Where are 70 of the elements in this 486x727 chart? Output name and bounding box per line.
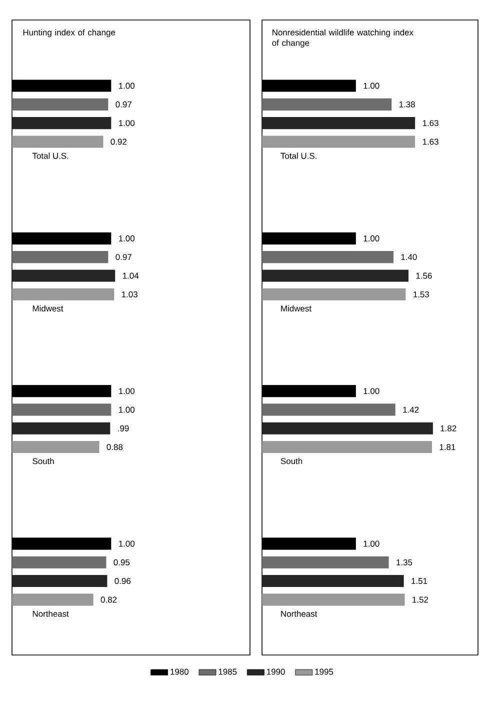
data-label: 0.92: [110, 138, 126, 145]
bar: [12, 594, 94, 606]
data-label: 1.38: [399, 101, 415, 108]
bar: [262, 117, 416, 130]
category-label: Midwest: [32, 305, 64, 312]
category-label: Northeast: [281, 610, 318, 617]
data-label: 0.95: [114, 559, 130, 566]
data-label: 1.00: [119, 388, 135, 394]
data-label: 1.00: [364, 388, 380, 394]
category-label: South: [280, 458, 302, 464]
bar: [262, 422, 433, 434]
category-label: Total U.S.: [32, 152, 68, 159]
data-label: 1.42: [403, 406, 419, 413]
data-label: 1.40: [401, 254, 417, 260]
text: Hunting index of change: [23, 29, 116, 38]
category-label: Midwest: [281, 305, 312, 312]
bar: [262, 440, 432, 454]
bar: [12, 251, 108, 264]
data-label: 0.82: [100, 596, 117, 603]
bar: [262, 136, 416, 148]
bar: [262, 404, 396, 416]
bar: [12, 136, 104, 148]
bar: [12, 404, 112, 416]
data-label: 1.00: [364, 82, 380, 89]
text: Nonresidential wildlife watching index of change: [272, 29, 414, 48]
data-label: 1.00: [119, 120, 135, 126]
data-label: 1.53: [414, 291, 429, 298]
data-label: 0.96: [114, 578, 131, 584]
category-label: Total U.S.: [280, 152, 316, 159]
bar: [262, 98, 392, 110]
data-label: 1.00: [364, 540, 380, 547]
bar: [262, 556, 389, 568]
bar: [12, 98, 108, 110]
bar: [262, 251, 394, 264]
legend-label: 1990: [267, 668, 285, 675]
data-label: 1.82: [440, 425, 456, 432]
legend-label: 1995: [315, 668, 334, 675]
data-label: 1.00: [364, 235, 380, 242]
bar: [12, 440, 100, 454]
bar: [262, 270, 409, 282]
category-label: South: [32, 458, 54, 464]
bar: [12, 422, 110, 434]
data-label: 1.00: [119, 82, 135, 89]
bar: [262, 594, 405, 606]
data-label: .99: [118, 425, 129, 432]
data-label: 0.88: [106, 444, 123, 450]
category-label: Northeast: [32, 610, 69, 617]
bar: [12, 288, 114, 300]
data-label: 1.04: [122, 272, 139, 279]
data-label: 1.00: [119, 540, 135, 547]
data-label: 1.63: [422, 138, 438, 145]
data-label: 1.52: [412, 596, 428, 603]
bar: [12, 117, 112, 130]
legend-label: 1985: [218, 668, 237, 675]
data-label: 1.56: [416, 272, 432, 279]
data-label: 1.00: [119, 235, 135, 242]
bar: [262, 288, 406, 300]
data-label: 1.03: [122, 291, 138, 298]
data-label: 0.97: [116, 254, 132, 260]
bar: [12, 556, 106, 568]
data-label: 1.35: [396, 559, 412, 566]
data-label: 1.51: [412, 578, 428, 584]
bar: [12, 270, 116, 282]
data-label: 1.63: [422, 120, 438, 126]
data-label: 1.81: [440, 444, 456, 450]
data-label: 0.97: [116, 101, 132, 108]
bar: [12, 574, 108, 588]
data-label: 1.00: [119, 406, 135, 413]
legend-label: 1980: [170, 668, 188, 675]
bar: [262, 574, 404, 588]
